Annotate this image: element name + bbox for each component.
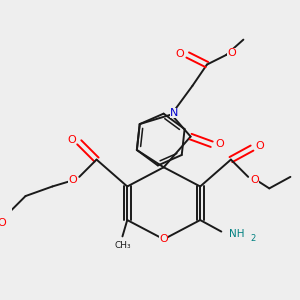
Text: O: O [255, 141, 264, 151]
Text: 2: 2 [250, 234, 255, 243]
Text: O: O [215, 139, 224, 149]
Text: CH₃: CH₃ [114, 242, 131, 250]
Text: O: O [0, 218, 6, 228]
Text: O: O [250, 175, 259, 185]
Text: O: O [159, 234, 168, 244]
Text: O: O [227, 48, 236, 58]
Text: NH: NH [229, 230, 244, 239]
Text: N: N [170, 108, 178, 118]
Text: O: O [176, 49, 184, 59]
Text: O: O [68, 175, 77, 185]
Text: O: O [67, 135, 76, 146]
